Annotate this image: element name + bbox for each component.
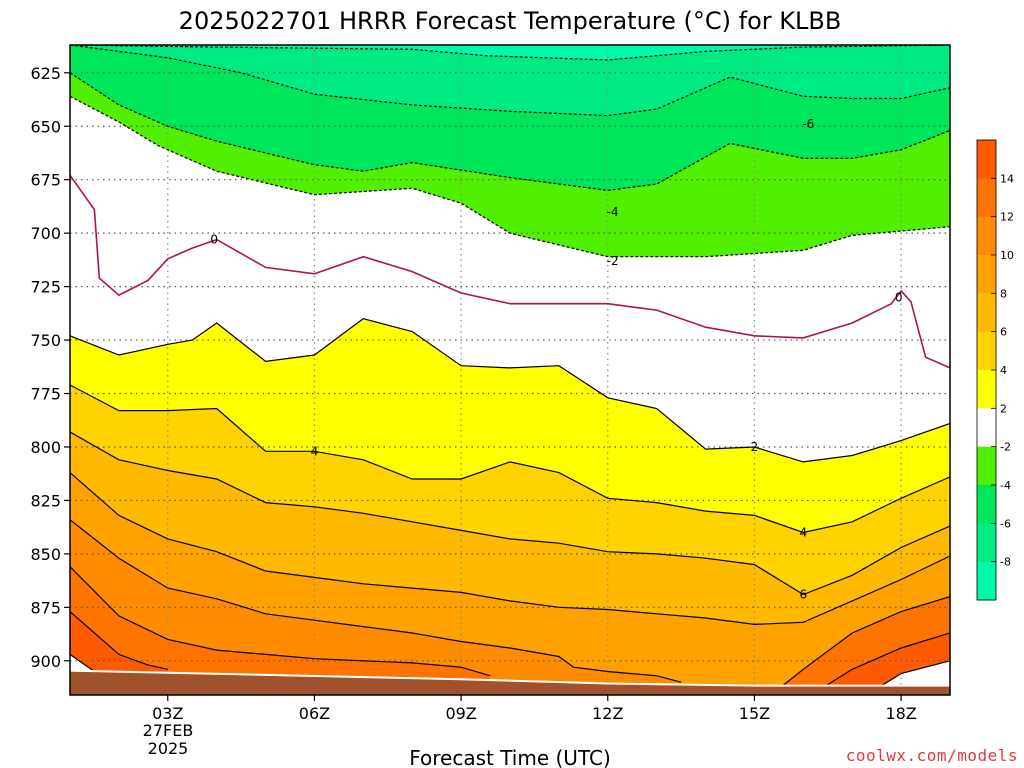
- y-tick-label-700: 700: [30, 224, 61, 243]
- colorbar-label-4: 4: [1000, 364, 1007, 377]
- colorbar-bin: [977, 485, 996, 524]
- contour-line--4: [70, 72, 950, 192]
- contour-line-10: [70, 519, 682, 683]
- x-tick-label-18Z: 18Z: [885, 704, 916, 723]
- y-tick-label-850: 850: [30, 545, 61, 564]
- colorbar-bin: [977, 523, 996, 563]
- contour-label--6: -6: [802, 117, 814, 131]
- contour-line-14: [817, 632, 950, 692]
- date-day-label: 27FEB: [143, 721, 194, 740]
- colorbar-bin: [977, 293, 996, 333]
- colorbar-label-14: 14: [1000, 172, 1014, 185]
- date-year-label: 2025: [148, 739, 189, 758]
- colorbar-label--6: -6: [1000, 517, 1011, 530]
- y-tick-label-775: 775: [30, 385, 61, 404]
- contour-label-layer: -6 -4 -2 0 0 2 4 4 6: [210, 117, 903, 602]
- contour-label-0: 0: [210, 233, 218, 247]
- contour-label-4: 4: [800, 526, 808, 540]
- colorbar-label-2: 2: [1000, 402, 1007, 415]
- x-axis-label: Forecast Time (UTC): [409, 746, 611, 768]
- colorbar-label-10: 10: [1000, 249, 1014, 262]
- contour-label--2: -2: [607, 254, 619, 268]
- colorbar-bin: [977, 446, 996, 486]
- colorbar-bin: [977, 140, 996, 179]
- x-axis: 03Z 06Z 09Z 12Z 15Z 18Z: [152, 695, 917, 723]
- y-tick-label-825: 825: [30, 491, 61, 510]
- contour-label-6: 6: [800, 588, 808, 602]
- contour-line-6: [70, 431, 950, 596]
- colorbar-bin: [977, 178, 996, 218]
- y-tick-label-875: 875: [30, 598, 61, 617]
- contour-line-layer: [70, 45, 950, 692]
- contour-line-14: [70, 611, 168, 670]
- contour-label-2: 2: [751, 440, 759, 454]
- colorbar-label--2: -2: [1000, 441, 1011, 454]
- plot-frame: [69, 44, 951, 696]
- contour-label-4: 4: [311, 444, 319, 458]
- contour-label-0: 0: [895, 290, 903, 304]
- colorbar-label--4: -4: [1000, 479, 1011, 492]
- colorbar-bin: [977, 408, 996, 448]
- chart-title: 2025022701 HRRR Forecast Temperature (°C…: [179, 7, 842, 35]
- y-tick-label-675: 675: [30, 171, 61, 190]
- contour-line-16: [876, 660, 950, 690]
- colorbar-label-8: 8: [1000, 287, 1007, 300]
- contour-line--8: [70, 45, 950, 61]
- contour-line-12: [70, 566, 491, 677]
- contour-line-12: [778, 596, 950, 690]
- colorbar-label-12: 12: [1000, 211, 1014, 224]
- colorbar-bin: [977, 331, 996, 371]
- y-tick-label-900: 900: [30, 652, 61, 671]
- colorbar-bin: [977, 216, 996, 256]
- fill-pocket-12: [70, 566, 491, 695]
- y-tick-label-750: 750: [30, 331, 61, 350]
- y-tick-label-625: 625: [30, 64, 61, 83]
- y-tick-label-650: 650: [30, 117, 61, 136]
- contour-line-2: [70, 318, 950, 463]
- x-tick-label-03Z: 03Z: [152, 704, 183, 723]
- x-tick-label-15Z: 15Z: [739, 704, 770, 723]
- colorbar: 14 12 10 8 6 4 2 -2 -4 -6 -8: [976, 139, 1014, 601]
- colorbar-label--8: -8: [1000, 556, 1011, 569]
- contour-line-8: [70, 472, 950, 626]
- ground-layer: [70, 669, 950, 695]
- colorbar-bin: [977, 370, 996, 409]
- y-tick-label-725: 725: [30, 278, 61, 297]
- y-axis: 625 650 675 700 725 750 775 800 825 850 875 900: [30, 64, 70, 671]
- contour-line-4: [70, 384, 950, 534]
- watermark: coolwx.com/models: [846, 746, 1018, 765]
- x-tick-label-09Z: 09Z: [445, 704, 476, 723]
- ground-surface-edge: [70, 669, 950, 687]
- colorbar-bin: [977, 561, 996, 601]
- contour-line-0: [70, 174, 950, 369]
- colorbar-label-6: 6: [1000, 326, 1007, 339]
- y-tick-label-800: 800: [30, 438, 61, 457]
- ground-surface: [70, 671, 950, 695]
- x-tick-label-06Z: 06Z: [299, 704, 330, 723]
- x-tick-label-12Z: 12Z: [592, 704, 623, 723]
- colorbar-bin: [977, 255, 996, 294]
- temperature-fill-layer: [70, 45, 950, 695]
- contour-label--4: -4: [607, 205, 619, 219]
- contour-line--2: [70, 95, 950, 258]
